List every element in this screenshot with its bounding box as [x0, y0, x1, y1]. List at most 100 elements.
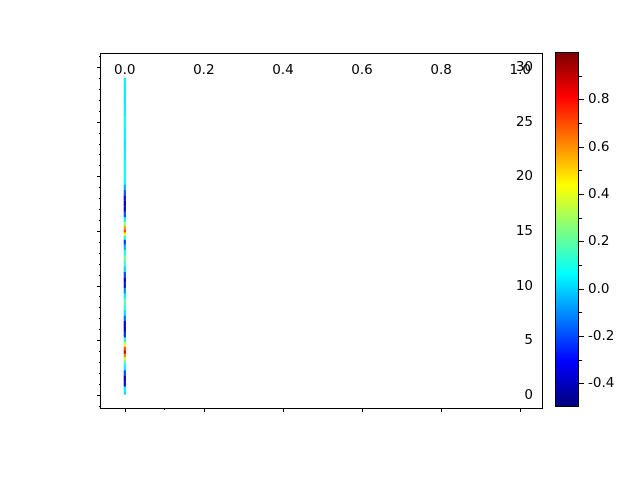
y-tick-minor	[99, 110, 101, 112]
x-tick-label: 0.2	[193, 62, 215, 78]
x-tick-label: 1.0	[509, 62, 532, 78]
data-sample	[123, 342, 126, 347]
data-sample	[123, 94, 126, 106]
y-tick-major	[97, 67, 101, 69]
data-sample	[123, 346, 126, 351]
colorbar-tick-label: 0.2	[588, 233, 610, 250]
colorbar-tick-minor	[579, 170, 582, 172]
y-tick-minor	[99, 154, 101, 156]
y-tick-minor	[99, 219, 101, 221]
data-sample	[123, 315, 126, 321]
y-tick-label: 25	[515, 113, 533, 130]
colorbar-tick-minor	[579, 265, 582, 266]
y-tick-minor	[99, 78, 101, 80]
y-tick-label: 5	[524, 332, 533, 349]
colorbar-gradient	[555, 52, 579, 407]
y-tick-minor	[99, 56, 101, 58]
x-tick-major	[203, 408, 205, 412]
colorbar-tick-major	[579, 241, 584, 243]
y-tick-minor	[99, 263, 101, 265]
y-tick-label: 20	[515, 168, 533, 185]
y-tick-minor	[99, 241, 101, 243]
data-sample	[123, 266, 126, 272]
data-sample	[123, 159, 126, 171]
data-sample	[123, 200, 126, 207]
colorbar-tick-major	[579, 99, 584, 101]
data-sample	[123, 326, 126, 332]
colorbar-tick-label: 0.4	[588, 186, 610, 202]
data-sample	[123, 331, 126, 338]
data-sample	[123, 170, 126, 180]
colorbar-tick-minor	[579, 217, 582, 219]
data-sample	[123, 360, 126, 365]
data-sample	[123, 364, 126, 371]
y-tick-major	[97, 176, 101, 178]
data-sample	[123, 138, 126, 150]
colorbar-tick-minor	[579, 75, 582, 77]
y-tick-major	[97, 340, 101, 342]
colorbar-tick-major	[579, 288, 584, 290]
plot-area	[101, 54, 542, 408]
data-sample	[123, 337, 126, 343]
colorbar-axes[interactable]: -0.4 -0.2 0.0 0.2 0.4 0.6 0.8	[555, 52, 614, 407]
data-sample	[123, 255, 126, 261]
data-sample	[123, 244, 126, 251]
data-sample	[123, 184, 126, 190]
data-sample	[123, 304, 126, 311]
y-tick-minor	[99, 88, 101, 90]
x-tick-label: 0.4	[272, 62, 294, 78]
data-sample	[123, 78, 126, 84]
colorbar-tick-label: 0.8	[588, 91, 610, 108]
y-tick-minor	[99, 99, 101, 101]
data-sample	[123, 370, 126, 376]
y-tick-minor	[99, 405, 101, 407]
colorbar-tick-major	[579, 146, 584, 148]
data-sample	[123, 375, 126, 382]
data-sample	[123, 288, 126, 294]
y-tick-label: 15	[515, 222, 533, 239]
y-tick-minor	[99, 351, 101, 353]
data-sample	[123, 222, 126, 226]
y-tick-minor	[99, 165, 101, 167]
y-tick-minor	[99, 252, 101, 254]
colorbar-tick-label: -0.2	[588, 328, 615, 344]
data-sample	[123, 239, 126, 245]
data-sample	[123, 225, 126, 230]
data-sample	[123, 353, 126, 358]
data-sample	[123, 299, 126, 305]
data-sample	[123, 211, 126, 218]
x-tick-major	[362, 408, 364, 412]
data-sample	[123, 277, 126, 283]
y-tick-minor	[99, 318, 101, 320]
colorbar-tick-label: 0.0	[588, 280, 610, 297]
x-tick-major	[124, 408, 126, 412]
x-tick-label: 0.0	[113, 62, 136, 78]
data-sample	[123, 206, 126, 212]
data-sample	[123, 381, 126, 387]
y-tick-label: 0	[524, 386, 533, 403]
main-axes[interactable]: 0.0 0.2 0.4 0.6 0.8 1.0 0 5 10 15 20 25 30	[97, 53, 543, 412]
data-sample	[123, 350, 126, 354]
y-tick-major	[97, 285, 101, 287]
colorbar-tick-minor	[579, 359, 582, 361]
x-tick-label: 0.6	[351, 62, 373, 78]
data-sample	[123, 189, 126, 196]
data-sample	[123, 391, 126, 395]
y-tick-minor	[99, 132, 101, 134]
data-sample	[123, 229, 126, 233]
y-tick-major	[97, 230, 101, 232]
x-tick-label: 0.8	[430, 62, 452, 78]
data-sample	[123, 83, 126, 95]
data-sample	[123, 195, 126, 201]
y-tick-minor	[99, 383, 101, 385]
data-sample	[123, 250, 126, 256]
colorbar-tick-label: -0.4	[588, 375, 615, 392]
data-sample	[123, 149, 126, 160]
y-tick-major	[97, 394, 101, 396]
data-sample	[123, 217, 126, 223]
data-sample	[123, 310, 126, 316]
y-tick-minor	[99, 296, 101, 298]
data-sample	[123, 235, 126, 240]
data-sample	[123, 260, 126, 267]
